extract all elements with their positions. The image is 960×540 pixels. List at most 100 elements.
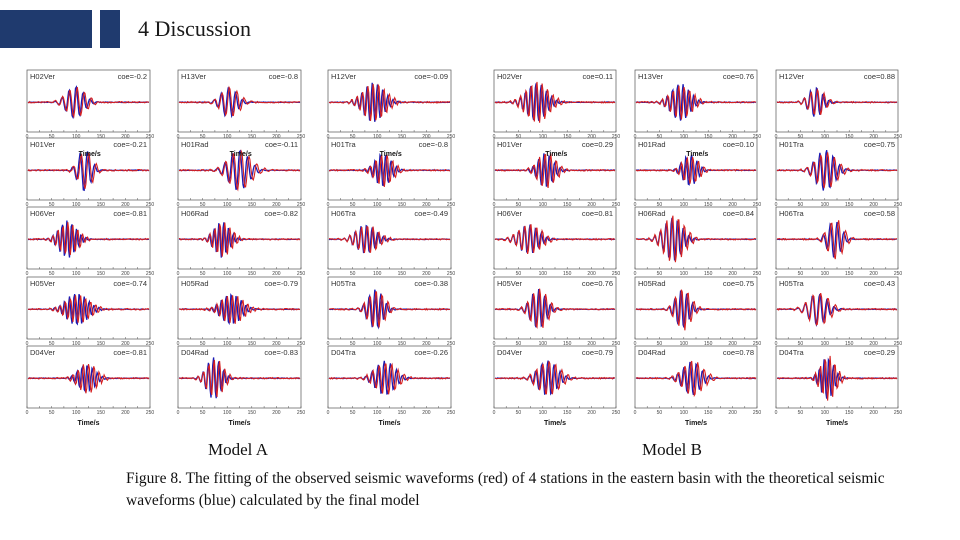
tick-label: 250 — [612, 271, 621, 277]
tick-label: 150 — [563, 341, 572, 347]
waveform-panel: H01Ver coe=-0.21 Time/s 0 50 100 150 200 250 — [26, 137, 154, 208]
tick-label: 150 — [845, 410, 854, 416]
tick-label: 200 — [587, 341, 596, 347]
tick-label: 150 — [704, 134, 713, 140]
waveform-panel: H06Ver coe=-0.81 0 50 100 150 200 250 — [26, 206, 154, 277]
tick-label: 250 — [146, 410, 155, 416]
tick-label: 200 — [587, 134, 596, 140]
correlation-label: coe=-0.82 — [264, 209, 298, 218]
observed-waveform — [178, 85, 301, 117]
waveform-panel: H13Ver coe=-0.8 0 50 100 150 200 250 — [177, 69, 305, 140]
station-label: H01Ver — [497, 140, 523, 149]
tick-label: 150 — [704, 271, 713, 277]
tick-label: 50 — [516, 271, 522, 277]
tick-label: 150 — [563, 410, 572, 416]
correlation-label: coe=0.76 — [723, 72, 754, 81]
waveform-panel: H12Ver coe=0.88 0 50 100 150 200 250 — [775, 69, 903, 140]
tick-label: 50 — [49, 202, 55, 208]
tick-label: 250 — [297, 202, 306, 208]
correlation-label: coe=0.43 — [864, 279, 895, 288]
station-label: H05Ver — [497, 279, 523, 288]
tick-label: 200 — [728, 202, 737, 208]
tick-label: 100 — [223, 202, 232, 208]
correlation-label: coe=-0.26 — [414, 348, 448, 357]
waveform-panel: H06Rad coe=-0.82 0 50 100 150 200 250 — [177, 206, 305, 277]
time-axis-label: Time/s — [380, 151, 402, 158]
time-axis-label: Time/s — [686, 151, 708, 158]
tick-label: 150 — [398, 271, 407, 277]
waveform-panel: H02Ver coe=-0.2 0 50 100 150 200 250 — [26, 69, 154, 140]
observed-waveform — [635, 85, 756, 120]
waveform-panel: H01Ver coe=0.29 Time/s 0 50 100 150 200 250 — [493, 137, 621, 208]
observed-waveform — [27, 222, 150, 256]
correlation-label: coe=0.75 — [864, 140, 895, 149]
tick-label: 50 — [49, 341, 55, 347]
tick-label: 100 — [223, 271, 232, 277]
tick-label: 200 — [869, 134, 878, 140]
station-label: H01Ver — [30, 140, 56, 149]
tick-label: 100 — [72, 271, 81, 277]
waveform-panel: H05Tra coe=-0.38 0 50 100 150 200 250 — [327, 276, 455, 347]
title-accent-block — [100, 10, 120, 48]
tick-label: 50 — [516, 341, 522, 347]
tick-label: 200 — [422, 202, 431, 208]
waveform-panel: D04Ver coe=0.79 0 50 100 150 200 250 Time/s — [493, 345, 621, 427]
station-label: H05Ver — [30, 279, 56, 288]
tick-label: 0 — [177, 134, 180, 140]
panel-frame — [493, 276, 617, 340]
tick-label: 100 — [539, 134, 548, 140]
tick-label: 200 — [869, 271, 878, 277]
station-label: H05Tra — [331, 279, 357, 288]
tick-label: 150 — [845, 341, 854, 347]
tick-label: 100 — [539, 341, 548, 347]
tick-label: 150 — [398, 202, 407, 208]
tick-label: 250 — [894, 202, 903, 208]
observed-waveform — [776, 152, 898, 189]
observed-waveform — [178, 149, 301, 192]
tick-label: 50 — [657, 134, 663, 140]
tick-label: 150 — [248, 271, 257, 277]
tick-label: 200 — [272, 271, 281, 277]
tick-label: 100 — [680, 271, 689, 277]
tick-label: 0 — [775, 410, 778, 416]
station-label: H13Ver — [638, 72, 664, 81]
model-a-label: Model A — [208, 440, 268, 459]
waveform-panel: D04Rad coe=0.78 0 50 100 150 200 250 Time/s — [634, 345, 761, 427]
station-label: H05Rad — [638, 279, 666, 288]
waveform-panel: H06Tra coe=-0.49 0 50 100 150 200 250 — [327, 206, 455, 277]
tick-label: 200 — [728, 134, 737, 140]
waveform-panel: H05Ver coe=0.76 0 50 100 150 200 250 — [493, 276, 621, 347]
observed-waveform — [776, 292, 898, 326]
tick-label: 250 — [612, 410, 621, 416]
correlation-label: coe=0.29 — [864, 348, 895, 357]
tick-label: 150 — [704, 341, 713, 347]
tick-label: 250 — [894, 134, 903, 140]
correlation-label: coe=0.79 — [582, 348, 613, 357]
tick-label: 250 — [612, 134, 621, 140]
slide-title: 4 Discussion — [138, 16, 252, 41]
waveform-panel: H05Tra coe=0.43 0 50 100 150 200 250 — [775, 276, 902, 347]
correlation-label: coe=0.75 — [723, 279, 754, 288]
tick-label: 100 — [373, 202, 382, 208]
tick-label: 150 — [248, 134, 257, 140]
observed-waveform — [776, 355, 898, 401]
observed-waveform — [27, 363, 150, 394]
correlation-label: coe=-0.38 — [414, 279, 448, 288]
tick-label: 100 — [680, 341, 689, 347]
tick-label: 0 — [26, 410, 29, 416]
tick-label: 250 — [447, 202, 456, 208]
correlation-label: coe=-0.21 — [113, 140, 147, 149]
tick-label: 250 — [612, 202, 621, 208]
tick-label: 0 — [327, 134, 330, 140]
tick-label: 200 — [422, 134, 431, 140]
tick-label: 0 — [177, 202, 180, 208]
tick-label: 100 — [373, 341, 382, 347]
tick-label: 50 — [516, 134, 522, 140]
tick-label: 50 — [350, 134, 356, 140]
time-axis-label: Time/s — [826, 420, 848, 427]
tick-label: 150 — [248, 202, 257, 208]
tick-label: 100 — [680, 134, 689, 140]
observed-waveform — [28, 295, 150, 323]
tick-label: 250 — [612, 341, 621, 347]
observed-waveform — [328, 362, 451, 395]
